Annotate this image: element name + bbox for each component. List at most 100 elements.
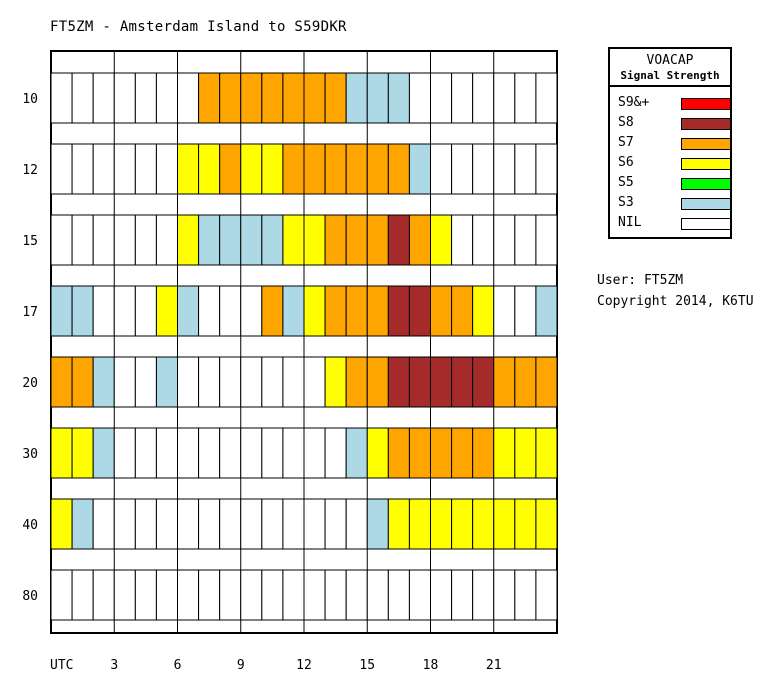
cell-30m-1utc — [71, 427, 94, 479]
cell-20m-9utc — [240, 356, 263, 408]
cell-40m-3utc — [113, 498, 136, 550]
x-tick-9: 9 — [237, 658, 245, 673]
cell-40m-16utc — [387, 498, 410, 550]
cell-10m-18utc — [430, 72, 453, 124]
cell-15m-16utc — [387, 214, 410, 266]
cell-20m-20utc — [472, 356, 495, 408]
legend-item-s9: S9&+ — [618, 95, 731, 113]
cell-30m-18utc — [430, 427, 453, 479]
cell-20m-8utc — [219, 356, 242, 408]
cell-10m-14utc — [345, 72, 368, 124]
cell-15m-13utc — [324, 214, 347, 266]
cell-12m-2utc — [92, 143, 115, 195]
cell-10m-4utc — [134, 72, 157, 124]
cell-80m-15utc — [366, 569, 389, 621]
band-label-30: 30 — [22, 447, 38, 462]
cell-12m-5utc — [155, 143, 179, 195]
cell-15m-17utc — [408, 214, 431, 266]
cell-10m-9utc — [240, 72, 263, 124]
cell-30m-22utc — [514, 427, 537, 479]
cell-10m-11utc — [282, 72, 305, 124]
cell-80m-8utc — [219, 569, 242, 621]
cell-17m-17utc — [408, 285, 431, 337]
cell-20m-23utc — [535, 356, 558, 408]
cell-80m-2utc — [92, 569, 115, 621]
legend-swatch — [681, 178, 731, 190]
cell-15m-19utc — [451, 214, 474, 266]
cell-17m-6utc — [177, 285, 200, 337]
cell-10m-8utc — [219, 72, 242, 124]
cell-12m-4utc — [134, 143, 157, 195]
x-tick-15: 15 — [359, 658, 375, 673]
cell-80m-20utc — [472, 569, 495, 621]
cell-17m-2utc — [92, 285, 115, 337]
legend-swatch — [681, 218, 731, 230]
cell-30m-7utc — [198, 427, 221, 479]
cell-80m-14utc — [345, 569, 368, 621]
cell-80m-11utc — [282, 569, 305, 621]
cell-15m-7utc — [198, 214, 221, 266]
copyright-line: Copyright 2014, K6TU — [597, 294, 754, 309]
cell-30m-20utc — [472, 427, 495, 479]
cell-10m-20utc — [472, 72, 495, 124]
band-label-17: 17 — [22, 305, 38, 320]
cell-15m-4utc — [134, 214, 157, 266]
cell-12m-22utc — [514, 143, 537, 195]
cell-15m-18utc — [430, 214, 453, 266]
cell-40m-14utc — [345, 498, 368, 550]
cell-30m-2utc — [92, 427, 115, 479]
cell-12m-0utc — [50, 143, 73, 195]
legend-item-label: S7 — [618, 135, 634, 150]
cell-15m-3utc — [113, 214, 136, 266]
cell-40m-7utc — [198, 498, 221, 550]
cell-80m-23utc — [535, 569, 558, 621]
x-tick-6: 6 — [174, 658, 182, 673]
cell-15m-23utc — [535, 214, 558, 266]
cell-17m-9utc — [240, 285, 263, 337]
cell-17m-1utc — [71, 285, 94, 337]
cell-30m-12utc — [303, 427, 326, 479]
cell-20m-19utc — [451, 356, 474, 408]
cell-12m-8utc — [219, 143, 242, 195]
cell-30m-4utc — [134, 427, 157, 479]
cell-12m-9utc — [240, 143, 263, 195]
cell-80m-18utc — [430, 569, 453, 621]
cell-30m-10utc — [261, 427, 284, 479]
cell-20m-11utc — [282, 356, 305, 408]
cell-12m-12utc — [303, 143, 326, 195]
cell-17m-11utc — [282, 285, 305, 337]
legend-swatch — [681, 198, 731, 210]
cell-30m-17utc — [408, 427, 431, 479]
band-label-40: 40 — [22, 518, 38, 533]
cell-12m-1utc — [71, 143, 94, 195]
cell-12m-3utc — [113, 143, 136, 195]
cell-20m-0utc — [50, 356, 73, 408]
cell-30m-13utc — [324, 427, 347, 479]
x-axis-label: UTC — [50, 658, 73, 673]
legend-item-s8: S8 — [618, 115, 731, 133]
cell-80m-22utc — [514, 569, 537, 621]
cell-30m-5utc — [155, 427, 179, 479]
cell-15m-14utc — [345, 214, 368, 266]
legend-box: VOACAP Signal Strength S9&+ S8 S7 S6 S5 … — [608, 47, 732, 239]
cell-40m-6utc — [177, 498, 200, 550]
cell-10m-12utc — [303, 72, 326, 124]
cell-80m-10utc — [261, 569, 284, 621]
cell-17m-14utc — [345, 285, 368, 337]
cell-20m-1utc — [71, 356, 94, 408]
cell-10m-7utc — [198, 72, 221, 124]
cell-10m-23utc — [535, 72, 558, 124]
cell-80m-7utc — [198, 569, 221, 621]
cell-20m-22utc — [514, 356, 537, 408]
cell-30m-3utc — [113, 427, 136, 479]
cell-40m-17utc — [408, 498, 431, 550]
cell-40m-11utc — [282, 498, 305, 550]
legend-item-label: S5 — [618, 175, 634, 190]
cell-17m-5utc — [155, 285, 179, 337]
cell-30m-23utc — [535, 427, 558, 479]
band-label-15: 15 — [22, 234, 38, 249]
cell-10m-10utc — [261, 72, 284, 124]
cell-10m-16utc — [387, 72, 410, 124]
cell-80m-13utc — [324, 569, 347, 621]
